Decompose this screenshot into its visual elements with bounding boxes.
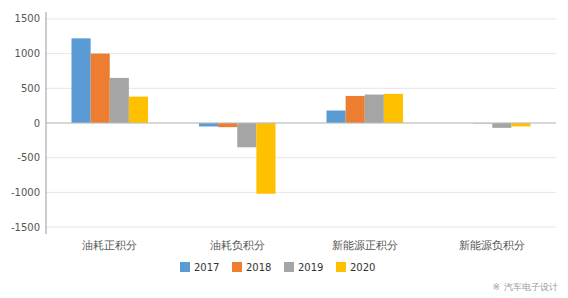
bar <box>218 123 237 127</box>
legend: 2017 2018 2019 2020 <box>180 262 375 273</box>
legend-swatch <box>284 262 294 272</box>
grid-line <box>46 192 556 193</box>
grid <box>46 19 556 227</box>
legend-swatch <box>180 262 190 272</box>
legend-label: 2020 <box>350 262 375 273</box>
bar <box>72 38 91 123</box>
x-tick-label: 新能源正积分 <box>332 239 398 252</box>
legend-swatch <box>232 262 242 272</box>
legend-swatch <box>336 262 346 272</box>
bar <box>492 123 511 128</box>
y-tick-label: 1500 <box>15 13 40 24</box>
x-tick-label: 油耗正积分 <box>82 239 137 252</box>
bar <box>199 123 218 126</box>
y-tick-label: 500 <box>21 83 40 94</box>
y-tick-label: 1000 <box>15 48 40 59</box>
x-tick-label: 新能源负积分 <box>459 239 525 252</box>
y-tick-label: -500 <box>17 152 40 163</box>
grid-line <box>46 18 556 19</box>
y-tick-label: -1000 <box>11 187 40 198</box>
bar <box>346 96 365 123</box>
legend-label: 2019 <box>298 262 323 273</box>
bar <box>256 123 275 194</box>
bar <box>384 94 403 123</box>
bar <box>129 97 148 123</box>
legend-label: 2018 <box>246 262 271 273</box>
y-tick-label: -1500 <box>11 222 40 233</box>
bar <box>91 54 110 123</box>
bar <box>511 123 530 126</box>
bar <box>110 78 129 123</box>
bar <box>327 111 346 123</box>
bars <box>72 38 531 193</box>
grid-line <box>46 227 556 228</box>
grid-line <box>46 157 556 158</box>
zero-line <box>46 123 556 124</box>
bar <box>237 123 256 147</box>
chart: -1500 -1000 -500 0 500 1000 1500 油耗正积分 油耗负积分 新能源正… <box>0 0 568 298</box>
annotation: 汽车电子设计 <box>504 282 558 292</box>
annotation: ※ <box>492 282 500 292</box>
grid-line <box>46 53 556 54</box>
bar <box>365 95 384 123</box>
legend-label: 2017 <box>194 262 219 273</box>
x-tick-label: 油耗负积分 <box>210 239 265 252</box>
y-tick-label: 0 <box>34 118 40 129</box>
grid-line <box>46 123 556 124</box>
